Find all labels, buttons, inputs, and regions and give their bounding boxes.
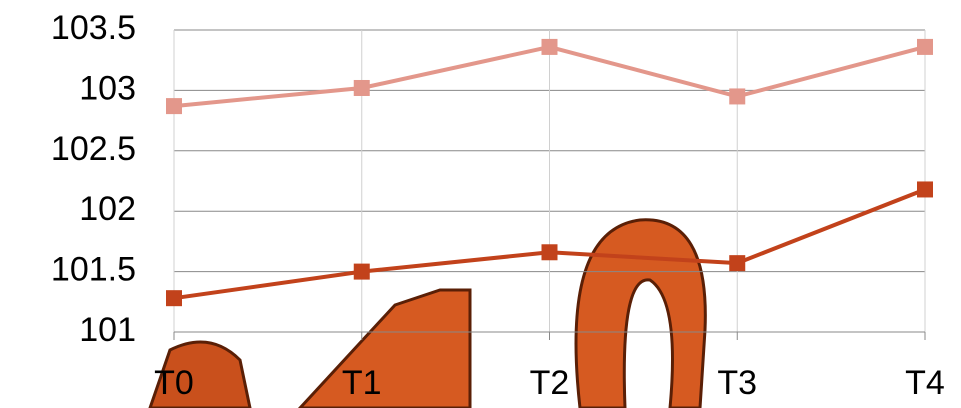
- point-marker: [541, 244, 558, 261]
- y-tick-label: 101: [79, 311, 136, 349]
- x-tick-label: T1: [342, 364, 382, 402]
- point-marker: [353, 263, 370, 280]
- point-marker: [166, 290, 182, 307]
- x-tick-label: T3: [717, 364, 757, 402]
- y-tick-label: 103: [79, 69, 136, 107]
- point-marker: [166, 98, 182, 115]
- x-tick-label: T2: [530, 364, 570, 402]
- point-marker: [917, 181, 933, 198]
- point-marker: [729, 255, 746, 272]
- y-tick-label: 103.5: [51, 9, 136, 47]
- y-tick-label: 102: [79, 190, 136, 228]
- x-tick-label: T0: [154, 364, 194, 402]
- x-tick-label: T4: [905, 364, 945, 402]
- y-tick-label: 102.5: [51, 130, 136, 168]
- point-marker: [729, 88, 746, 105]
- point-marker: [353, 79, 370, 96]
- decoration: [148, 218, 707, 408]
- point-marker: [541, 38, 558, 55]
- point-marker: [917, 38, 933, 55]
- y-tick-label: 101.5: [51, 251, 136, 289]
